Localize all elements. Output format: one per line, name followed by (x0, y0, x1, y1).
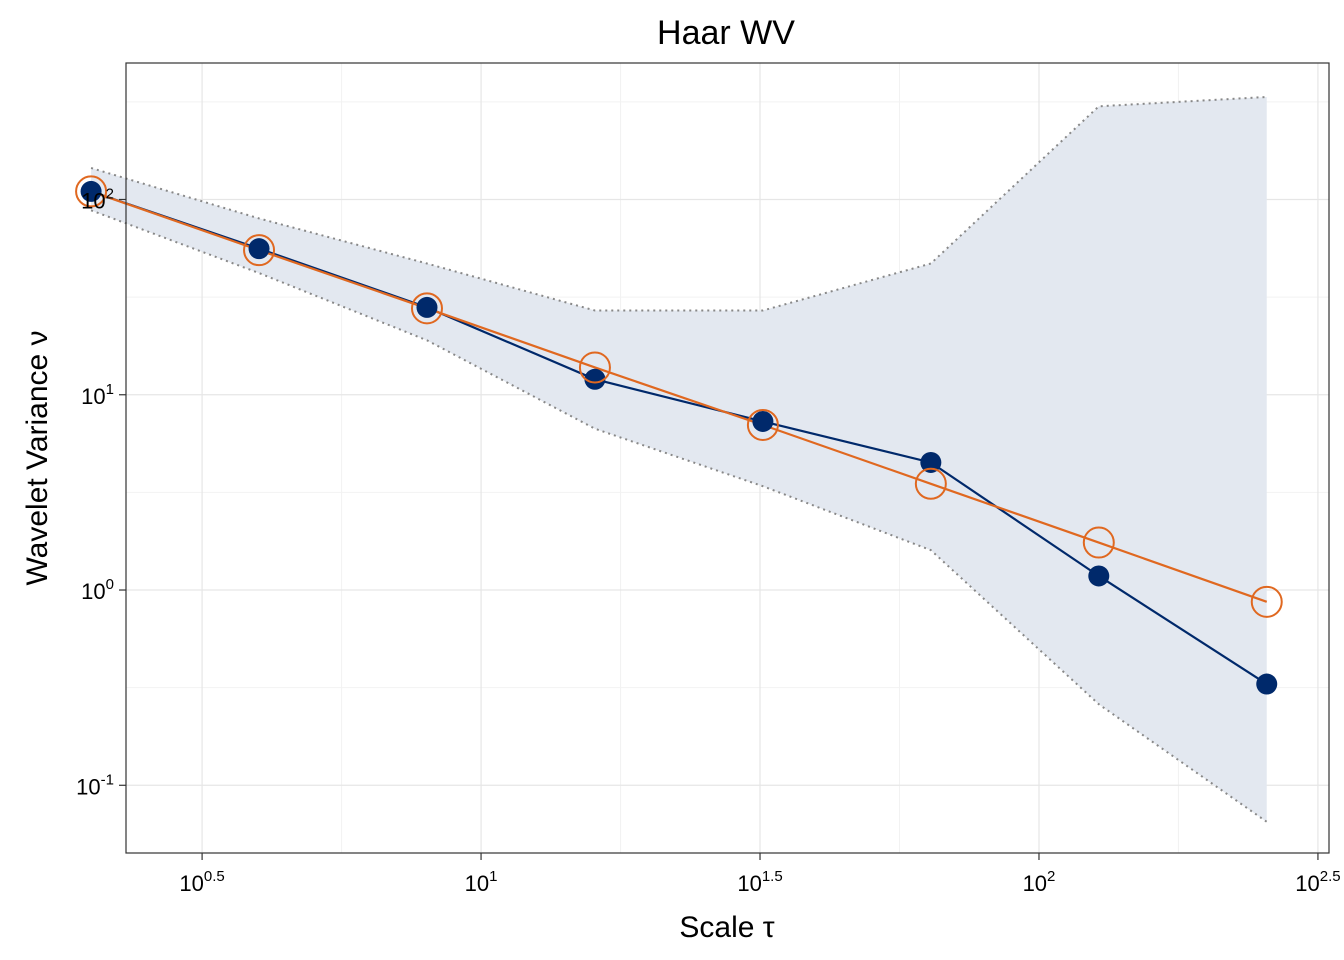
chart-title: Haar WV (657, 14, 795, 52)
model-point (410, 292, 443, 325)
model-point (1082, 526, 1115, 559)
ci-band-area (91, 96, 1267, 822)
empirical-point (248, 238, 270, 260)
y-tick-label: 100 (81, 576, 114, 604)
y-tick-label: 10-1 (76, 771, 114, 799)
model-point (75, 175, 108, 208)
empirical-point (1088, 565, 1110, 587)
model-point (243, 234, 276, 267)
y-axis: 10-1 100 101 102 (76, 185, 126, 799)
x-tick-label: 102.5 (1295, 868, 1340, 896)
empirical-point (416, 296, 438, 318)
y-tick-label: 101 (81, 381, 114, 409)
x-tick-label: 102 (1023, 868, 1056, 896)
empirical-point (920, 451, 942, 473)
empirical-point (80, 180, 102, 202)
x-tick-label: 100.5 (179, 868, 224, 896)
x-axis: 100.5 101 101.5 102 102.5 (179, 853, 1341, 896)
plot-border (125, 62, 1330, 854)
model-point (746, 408, 779, 441)
y-axis-title: Wavelet Variance ν (21, 330, 54, 585)
model-point (578, 351, 611, 384)
x-axis-title: Scale τ (679, 911, 774, 944)
model-point (1250, 585, 1283, 618)
x-tick-label: 101.5 (737, 868, 782, 896)
ci-upper-line (90, 95, 1267, 312)
x-tick-label: 101 (465, 868, 498, 896)
y-tick-label: 102 (81, 185, 114, 213)
series-group (75, 175, 1283, 695)
empirical-series-line (90, 190, 1268, 685)
model-series-line (90, 190, 1268, 603)
confidence-band (90, 95, 1268, 823)
empirical-point (1256, 673, 1278, 695)
empirical-point (752, 410, 774, 432)
model-point (914, 467, 947, 500)
empirical-point (584, 368, 606, 390)
